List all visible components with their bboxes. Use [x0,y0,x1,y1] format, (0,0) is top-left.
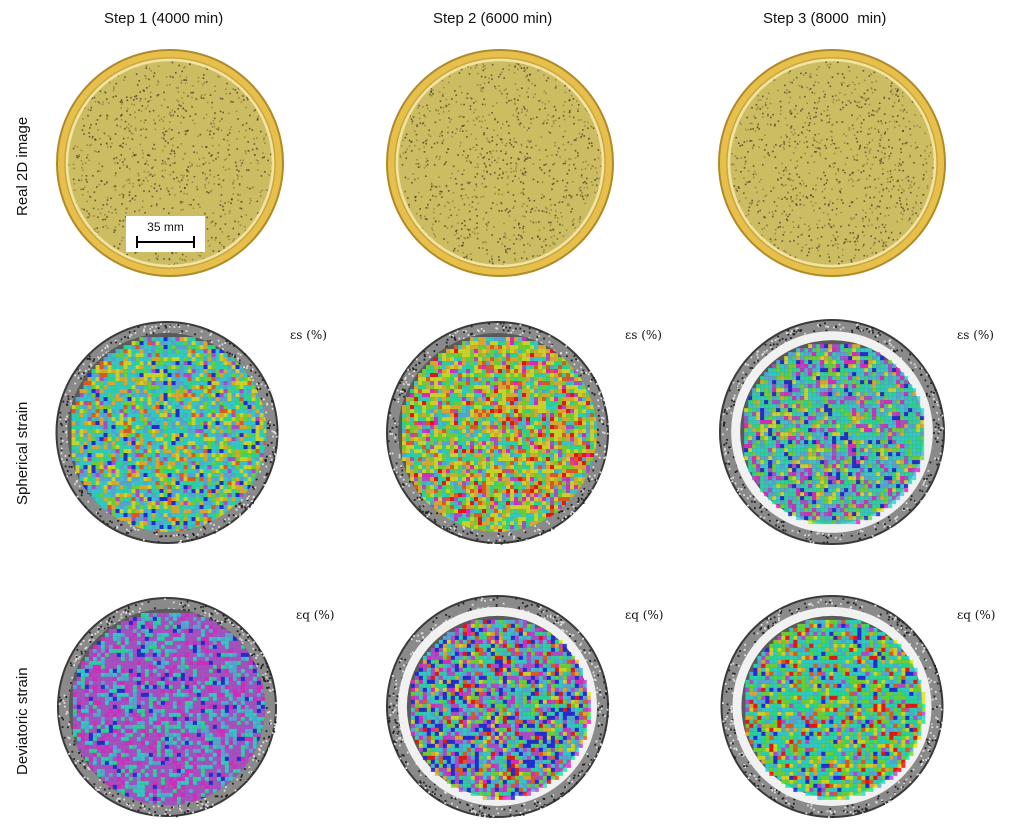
sample-spherical-step1 [55,321,279,545]
sample-real-step2 [386,49,614,277]
legend-title: εs (%) [290,328,327,342]
scale-bar-tick-left [136,236,138,248]
legend-spherical-step2: εs (%) [625,328,695,346]
legend-deviatoric-step3: εq (%) [957,608,1021,626]
sample-deviatoric-step2 [386,595,610,818]
sample-deviatoric-step1 [57,597,277,818]
row-label-real-image: Real 2D image [14,116,31,216]
sample-spherical-step2 [386,321,610,545]
sample-real-step1 [56,49,284,277]
legend-title: εs (%) [625,328,662,342]
legend-deviatoric-step2: εq (%) [625,608,695,626]
scale-bar: 35 mm [126,216,205,252]
scale-bar-label: 35 mm [147,220,184,234]
legend-title: εq (%) [957,608,996,622]
legend-deviatoric-step1: εq (%) [296,608,366,626]
column-title-step1: Step 1 (4000 min) [104,10,224,27]
row-label-deviatoric-strain: Deviatoric strain [14,667,31,775]
sample-real-step3 [718,49,946,277]
sample-deviatoric-step3 [720,595,944,819]
row-label-spherical-strain: Spherical strain [14,401,31,505]
scale-bar-tick-right [193,236,195,248]
legend-title: εq (%) [625,608,664,622]
column-title-step3: Step 3 (8000 min) [763,10,887,27]
legend-title: εq (%) [296,608,335,622]
sample-spherical-step3 [719,319,945,545]
legend-spherical-step3: εs (%) [957,328,1021,346]
legend-title: εs (%) [957,328,994,342]
legend-spherical-step1: εs (%) [290,328,360,346]
column-title-step2: Step 2 (6000 min) [433,10,553,27]
scale-bar-line [136,241,195,243]
